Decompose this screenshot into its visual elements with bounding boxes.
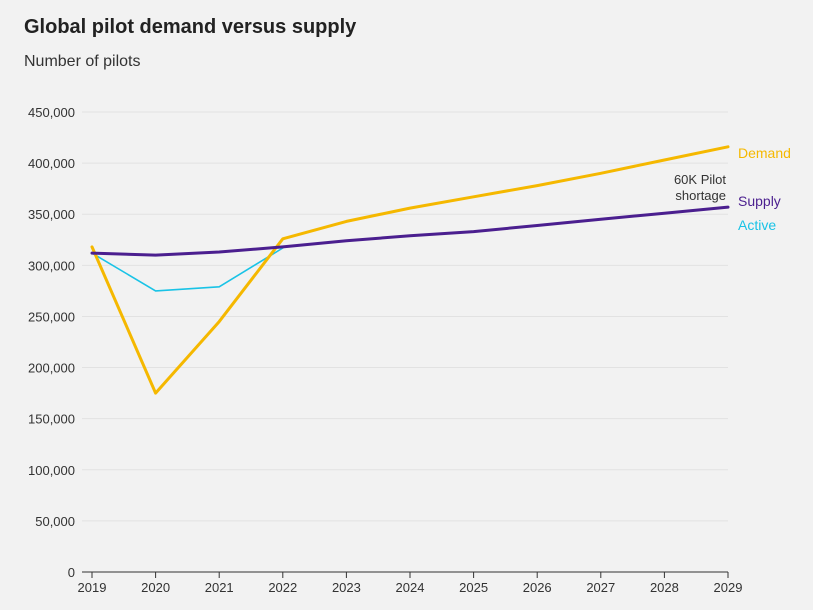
series-line-demand bbox=[90, 145, 730, 395]
x-tick-label: 2019 bbox=[78, 580, 107, 595]
annotation-line-1: 60K Pilot bbox=[674, 172, 726, 187]
y-tick-label: 450,000 bbox=[28, 105, 75, 120]
series-label-active: Active bbox=[738, 217, 776, 233]
x-tick-label: 2022 bbox=[268, 580, 297, 595]
y-tick-label: 0 bbox=[68, 565, 75, 580]
annotation-line-2: shortage bbox=[675, 188, 726, 203]
series-line-active bbox=[91, 247, 284, 292]
x-tick-label: 2020 bbox=[141, 580, 170, 595]
x-tick-label: 2024 bbox=[396, 580, 425, 595]
y-tick-label: 300,000 bbox=[28, 258, 75, 273]
series-line-supply bbox=[90, 205, 730, 257]
x-tick-label: 2026 bbox=[523, 580, 552, 595]
x-tick-label: 2027 bbox=[586, 580, 615, 595]
chart-title: Global pilot demand versus supply bbox=[24, 16, 357, 38]
y-tick-label: 150,000 bbox=[28, 412, 75, 427]
y-tick-label: 250,000 bbox=[28, 309, 75, 324]
chart-subtitle: Number of pilots bbox=[24, 53, 141, 70]
y-tick-label: 100,000 bbox=[28, 463, 75, 478]
series-label-supply: Supply bbox=[738, 193, 781, 209]
y-tick-label: 400,000 bbox=[28, 156, 75, 171]
x-tick-label: 2028 bbox=[650, 580, 679, 595]
series-label-demand: Demand bbox=[738, 145, 791, 161]
y-tick-label: 350,000 bbox=[28, 207, 75, 222]
x-tick-label: 2025 bbox=[459, 580, 488, 595]
y-tick-label: 50,000 bbox=[35, 514, 75, 529]
x-tick-label: 2023 bbox=[332, 580, 361, 595]
x-tick-label: 2021 bbox=[205, 580, 234, 595]
y-tick-label: 200,000 bbox=[28, 361, 75, 376]
x-tick-label: 2029 bbox=[714, 580, 743, 595]
